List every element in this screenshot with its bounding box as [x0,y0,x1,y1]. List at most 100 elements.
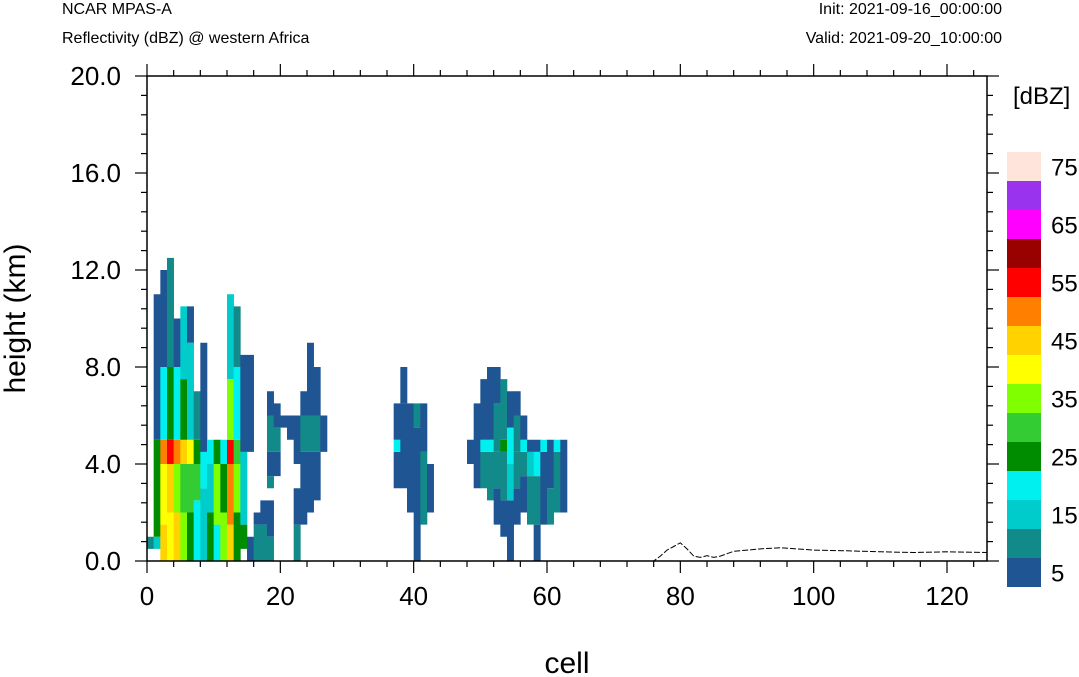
reflectivity-cell [393,403,401,440]
reflectivity-cell [260,500,268,525]
reflectivity-cell [207,439,214,464]
reflectivity-cell [180,512,188,561]
reflectivity-cell [547,439,554,489]
colorbar-label: 5 [1051,561,1064,588]
reflectivity-cell [300,451,308,525]
reflectivity-cell [233,439,241,464]
reflectivity-cell [487,451,494,501]
reflectivity-cell [220,512,228,561]
reflectivity-cell [393,439,401,452]
y-tick-label: 0.0 [85,546,121,576]
reflectivity-cell [500,500,508,537]
reflectivity-cell [180,464,188,513]
reflectivity-cell [193,500,201,562]
reflectivity-cell [260,524,268,562]
colorbar-label: 15 [1051,503,1078,530]
reflectivity-cell [213,524,221,562]
colorbar-swatch [1007,181,1041,210]
reflectivity-cell [247,536,254,561]
reflectivity-cell [187,306,194,343]
reflectivity-cell [213,439,221,464]
reflectivity-cell [233,464,241,513]
reflectivity-cells [147,257,568,562]
x-tick-label: 60 [533,581,562,611]
axis-ticks [135,64,999,573]
colorbar-swatch [1007,239,1041,268]
reflectivity-cell [293,415,301,464]
y-tick-label: 8.0 [85,352,121,382]
reflectivity-cell [207,512,214,561]
reflectivity-cell [193,439,201,464]
reflectivity-cell [533,524,541,562]
reflectivity-cell [240,451,248,525]
reflectivity-cell [413,403,421,428]
y-tick-label: 4.0 [85,449,121,479]
reflectivity-cell [233,306,241,368]
reflectivity-cell [173,367,181,440]
reflectivity-cell [467,439,474,464]
reflectivity-cell [540,451,548,525]
reflectivity-cell [307,415,314,452]
colorbar-swatch [1007,558,1041,587]
reflectivity-cell [553,451,561,513]
reflectivity-cell [267,500,274,537]
colorbar-label: 35 [1051,387,1078,414]
reflectivity-cell [193,391,201,440]
colorbar-label: 55 [1051,271,1078,298]
reflectivity-cell [200,342,208,452]
reflectivity-cell [273,403,281,428]
reflectivity-cell [233,512,241,561]
reflectivity-cell [293,524,301,562]
reflectivity-cell [220,464,228,513]
colorbar-label: 65 [1051,213,1078,240]
reflectivity-cell [160,367,168,440]
valid-time: Valid: 2021-09-20_10:00:00 [805,30,1002,47]
reflectivity-cell [400,367,408,404]
reflectivity-cell [473,403,481,489]
reflectivity-cell [267,476,274,489]
reflectivity-cell [160,439,168,464]
reflectivity-cell [240,524,248,549]
reflectivity-cell [480,439,488,452]
reflectivity-cell [487,439,494,452]
reflectivity-cell [487,367,494,440]
y-tick-label: 12.0 [70,255,121,285]
reflectivity-cell [520,439,528,452]
reflectivity-cell [320,415,328,452]
reflectivity-cell [273,427,281,452]
reflectivity-cell [240,354,248,452]
reflectivity-cell [227,524,234,562]
x-tick-label: 40 [399,581,428,611]
reflectivity-cell [207,464,214,513]
reflectivity-cell [420,451,428,525]
reflectivity-cell [193,464,201,501]
y-tick-label: 20.0 [70,61,121,91]
reflectivity-cell [513,391,521,416]
colorbar-label: 45 [1051,329,1078,356]
colorbar-swatch [1007,152,1041,181]
reflectivity-cell [540,439,548,452]
reflectivity-cell [560,439,568,513]
reflectivity-cell [307,451,314,513]
reflectivity-cell [533,439,541,452]
reflectivity-cell [293,488,301,525]
reflectivity-cell [227,439,234,464]
chart-source-title: NCAR MPAS-A [62,1,172,18]
reflectivity-cell [187,342,194,440]
reflectivity-cell [533,451,541,477]
colorbar-swatch [1007,529,1041,558]
reflectivity-cell [527,476,534,525]
reflectivity-cell [300,415,308,452]
reflectivity-cell [520,476,528,513]
reflectivity-cell [227,464,234,525]
reflectivity-cell [507,464,514,501]
init-time: Init: 2021-09-16_00:00:00 [818,1,1002,18]
reflectivity-cell [427,464,434,513]
reflectivity-cell [267,536,274,561]
reflectivity-cell [493,367,501,404]
colorbar-swatch [1007,442,1041,471]
reflectivity-cell [267,451,274,477]
reflectivity-cell [287,415,294,440]
reflectivity-cell [513,451,521,489]
reflectivity-cell [227,294,234,380]
